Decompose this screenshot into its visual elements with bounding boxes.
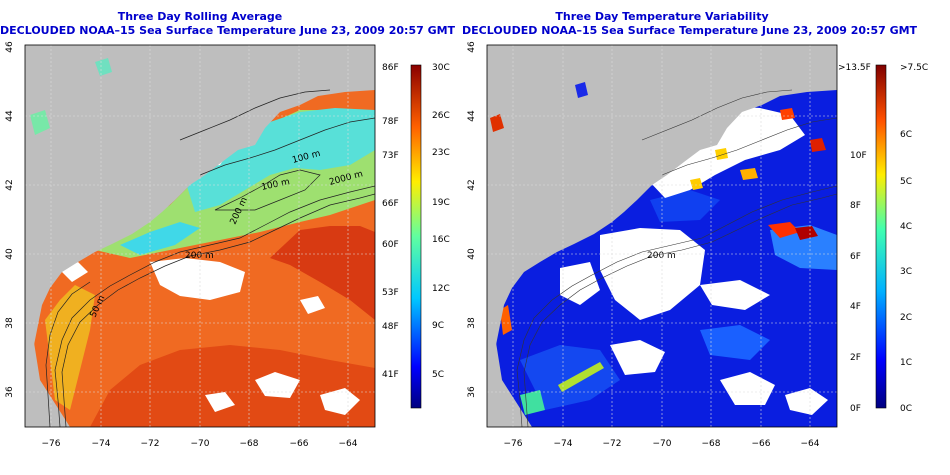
x-tick-label: −70 <box>653 439 672 449</box>
left-title-line2: DECLOUDED NOAA–15 Sea Surface Temperatur… <box>0 24 456 37</box>
right-title-line1: Three Day Temperature Variability <box>555 10 769 23</box>
colorbar-c-label: 26C <box>432 111 450 121</box>
x-tick-label: −64 <box>339 439 358 449</box>
y-tick-label: 46 <box>467 41 477 53</box>
y-tick-label: 36 <box>467 386 477 398</box>
colorbar-c-label: 6C <box>900 130 912 140</box>
colorbar-f-label: 4F <box>850 302 861 312</box>
colorbar-f-label: 6F <box>850 252 861 262</box>
colorbar-c-label: 16C <box>432 235 450 245</box>
x-tick-label: −74 <box>92 439 111 449</box>
x-tick-label: −66 <box>752 439 771 449</box>
x-tick-label: −70 <box>191 439 210 449</box>
y-tick-label: 42 <box>467 179 477 190</box>
colorbar-c-label: 30C <box>432 63 450 73</box>
left-map-gulf-stream <box>270 226 375 320</box>
colorbar-f-label: 8F <box>850 201 861 211</box>
left-title-line1: Three Day Rolling Average <box>117 10 283 23</box>
right-y-axis: 46 44 42 40 38 36 <box>467 41 477 398</box>
colorbar-f-label: 60F <box>382 240 399 250</box>
colorbar-c-label: 2C <box>900 313 912 323</box>
left-map-title: Three Day Rolling Average DECLOUDED NOAA… <box>0 10 456 38</box>
colorbar-c-label: 1C <box>900 358 912 368</box>
y-tick-label: 38 <box>5 317 15 329</box>
right-map: 200 m <box>487 45 837 427</box>
left-y-axis: 46 44 42 40 38 36 <box>5 41 15 398</box>
colorbar-c-label: 0C <box>900 404 912 414</box>
x-tick-label: −76 <box>504 439 523 449</box>
left-map-cold-water <box>185 108 375 212</box>
y-tick-label: 40 <box>5 248 15 260</box>
right-colorbar-scale <box>875 64 887 409</box>
colorbar-c-label: 5C <box>432 370 444 380</box>
colorbar-c-label: 23C <box>432 148 450 158</box>
colorbar-c-label: 4C <box>900 222 912 232</box>
y-tick-label: 40 <box>467 248 477 260</box>
colorbar-f-label: 86F <box>382 63 399 73</box>
x-tick-label: −64 <box>801 439 820 449</box>
left-map-frame <box>24 44 376 428</box>
right-map-title: Three Day Temperature Variability DECLOU… <box>462 10 918 38</box>
colorbar-f-label: 41F <box>382 370 399 380</box>
right-contour-label: 200 m <box>647 251 676 261</box>
y-tick-label: 42 <box>5 179 15 190</box>
x-tick-label: −76 <box>42 439 61 449</box>
colorbar-f-label: 78F <box>382 117 399 127</box>
left-map-coastline <box>25 45 375 427</box>
colorbar-c-label: 12C <box>432 284 450 294</box>
right-x-axis: −76 −74 −72 −70 −68 −66 −64 <box>504 439 820 449</box>
colorbar-f-label: >13.5F <box>838 63 871 73</box>
y-tick-label: 38 <box>467 317 477 329</box>
x-tick-label: −72 <box>603 439 622 449</box>
left-map-bathymetry <box>45 89 375 427</box>
colorbar-f-label: 2F <box>850 353 861 363</box>
right-colorbar: >13.5F 10F 8F 6F 4F 2F 0F >7.5C 6C 5C 4C… <box>838 63 928 414</box>
right-map-frame <box>486 44 838 428</box>
colorbar-f-label: 10F <box>850 151 867 161</box>
x-tick-label: −72 <box>141 439 160 449</box>
colorbar-f-label: 48F <box>382 322 399 332</box>
y-tick-label: 36 <box>5 386 15 398</box>
left-map: 100 m 100 m 2000 m 200 m 200 m 50 m <box>25 45 375 427</box>
colorbar-c-label: 3C <box>900 267 912 277</box>
left-map-no-data <box>150 258 245 300</box>
y-tick-label: 46 <box>5 41 15 53</box>
colorbar-f-label: 66F <box>382 199 399 209</box>
right-map-coastline <box>487 45 837 427</box>
colorbar-f-label: 73F <box>382 151 399 161</box>
right-title-line2: DECLOUDED NOAA–15 Sea Surface Temperatur… <box>462 24 918 37</box>
left-contour-label: 200 m <box>185 251 214 261</box>
x-tick-label: −68 <box>702 439 721 449</box>
colorbar-c-label: 9C <box>432 321 444 331</box>
colorbar-c-label: 5C <box>900 177 912 187</box>
x-tick-label: −74 <box>554 439 573 449</box>
colorbar-f-label: 0F <box>850 404 861 414</box>
x-tick-label: −68 <box>240 439 259 449</box>
y-tick-label: 44 <box>467 110 477 122</box>
left-colorbar: 86F 78F 73F 66F 60F 53F 48F 41F 30C 26C … <box>382 63 450 409</box>
colorbar-c-label: 19C <box>432 198 450 208</box>
left-colorbar-scale <box>410 64 422 409</box>
x-tick-label: −66 <box>290 439 309 449</box>
colorbar-c-label: >7.5C <box>900 63 928 73</box>
left-x-axis: −76 −74 −72 −70 −68 −66 −64 <box>42 439 358 449</box>
colorbar-f-label: 53F <box>382 288 399 298</box>
y-tick-label: 44 <box>5 110 15 122</box>
